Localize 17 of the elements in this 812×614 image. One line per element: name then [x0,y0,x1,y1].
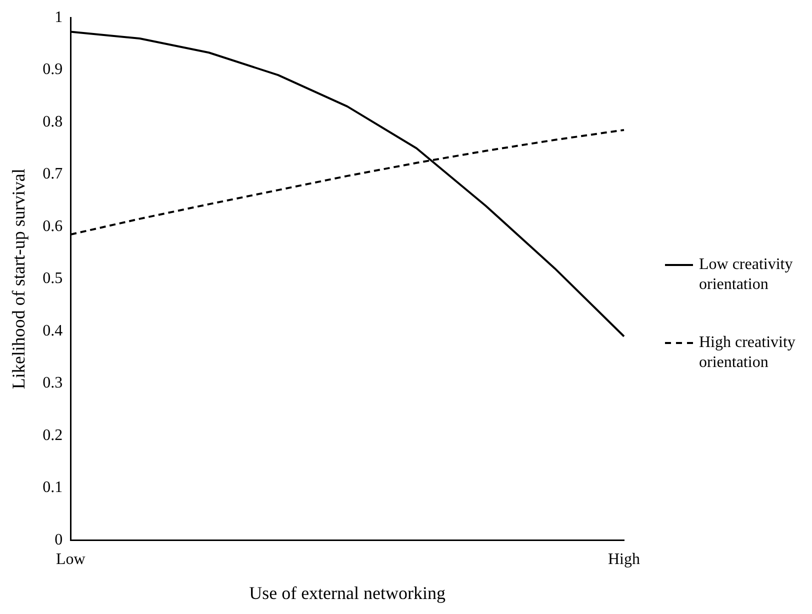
y-tick-label: 0.9 [42,61,63,78]
x-tick-label: Low [56,551,86,568]
legend-label: High creativity orientation [699,333,796,373]
y-axis-title: Likelihood of start-up survival [8,168,29,390]
y-tick-label: 0.8 [42,113,63,130]
y-tick-label: 0.7 [42,166,63,183]
y-tick-label: 0.6 [42,218,63,235]
y-tick-label: 0.4 [42,322,63,340]
y-tick-label: 1 [54,8,63,26]
y-tick-label: 0.1 [42,479,63,496]
x-tick-label: High [608,551,640,568]
x-axis-title: Use of external networking [249,582,446,603]
y-tick-label: 0.5 [42,270,63,288]
y-tick-label: 0 [54,531,63,548]
y-tick-label: 0.3 [42,374,63,392]
y-tick-label: 0.2 [42,426,63,444]
legend-label: Low creativity orientation [699,255,794,295]
